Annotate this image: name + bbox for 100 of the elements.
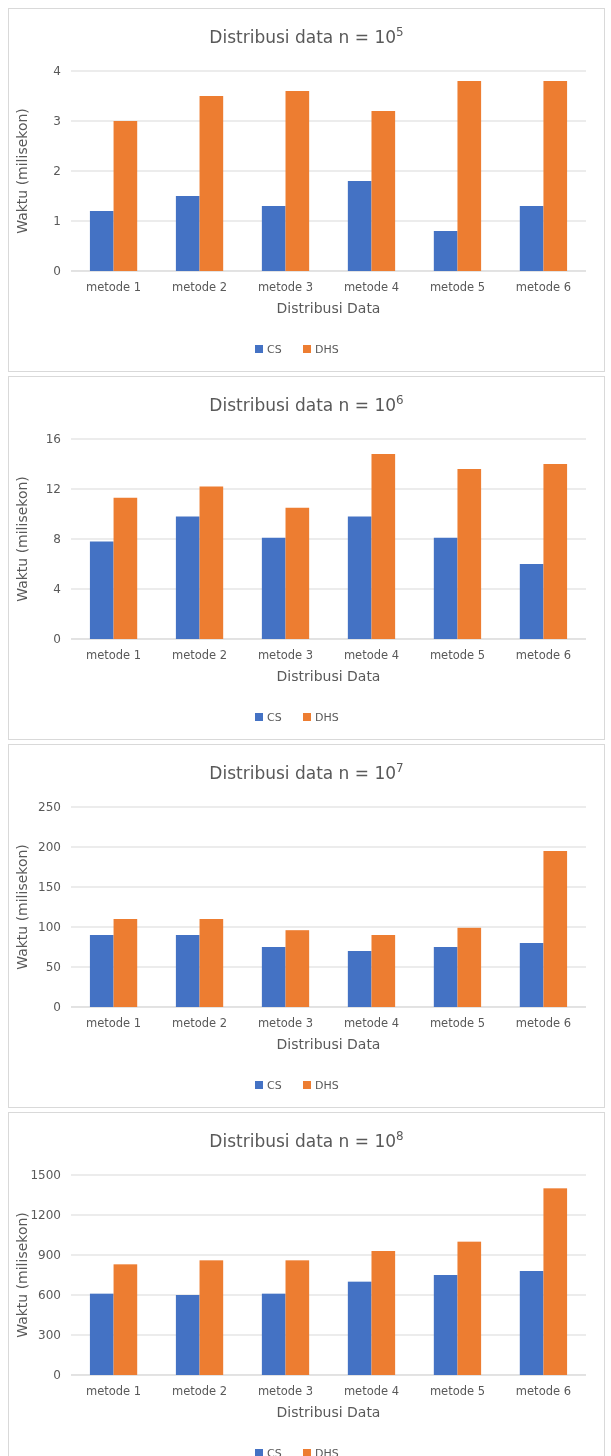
x-tick-label: metode 1 — [85, 280, 142, 294]
bar — [519, 1271, 544, 1375]
bar — [199, 486, 224, 639]
x-axis-title: Distribusi Data — [276, 1036, 381, 1052]
legend-label: DHS — [315, 1446, 339, 1456]
chart-title: Distribusi data n = 10$^{5}$ — [209, 25, 404, 47]
bar — [347, 181, 372, 271]
x-tick-label: metode 4 — [343, 280, 400, 294]
x-axis-title: Distribusi Data — [276, 668, 381, 684]
bar — [261, 537, 286, 639]
bar — [89, 541, 114, 639]
bar — [347, 516, 372, 639]
x-tick-label: metode 1 — [85, 648, 142, 662]
bar — [347, 951, 372, 1007]
x-tick-label: metode 4 — [343, 1016, 400, 1030]
y-tick-label: 600 — [38, 1288, 61, 1303]
bar — [175, 196, 200, 271]
y-tick-label: 2 — [53, 164, 61, 179]
bar — [457, 927, 482, 1007]
bar — [261, 206, 286, 271]
y-tick-label: 900 — [38, 1248, 61, 1263]
bar — [457, 1241, 482, 1375]
y-tick-label: 1 — [53, 214, 61, 229]
bar — [519, 206, 544, 271]
x-tick-label: metode 4 — [343, 1384, 400, 1398]
bar — [457, 81, 482, 271]
bar — [113, 497, 138, 639]
legend-label: CS — [267, 1078, 282, 1092]
y-axis-title: Waktu (milisekon) — [14, 844, 30, 970]
y-tick-label: 4 — [53, 64, 61, 79]
x-axis-title: Distribusi Data — [276, 300, 381, 316]
bar — [199, 919, 224, 1007]
x-tick-label: metode 5 — [429, 280, 486, 294]
legend-label: CS — [267, 342, 282, 356]
legend-label: CS — [267, 710, 282, 724]
y-tick-label: 0 — [53, 264, 61, 279]
bar — [113, 919, 138, 1007]
bar — [543, 851, 568, 1007]
chart-title: Distribusi data n = 10$^{7}$ — [209, 761, 404, 783]
y-tick-label: 1500 — [30, 1168, 61, 1183]
bar — [543, 1188, 568, 1375]
x-tick-label: metode 6 — [515, 1016, 572, 1030]
bar — [175, 935, 200, 1007]
x-tick-label: metode 6 — [515, 280, 572, 294]
bar — [89, 1293, 114, 1375]
legend-label: DHS — [315, 710, 339, 724]
x-tick-label: metode 3 — [257, 280, 314, 294]
bar — [285, 91, 310, 271]
x-tick-label: metode 6 — [515, 1384, 572, 1398]
legend-label: CS — [267, 1446, 282, 1456]
bar — [519, 564, 544, 639]
bar — [113, 1264, 138, 1375]
y-tick-label: 100 — [38, 920, 61, 935]
x-tick-label: metode 5 — [429, 648, 486, 662]
y-tick-label: 50 — [45, 960, 61, 975]
bar — [113, 121, 138, 271]
bar — [199, 96, 224, 271]
x-tick-label: metode 3 — [257, 1016, 314, 1030]
bar — [199, 1260, 224, 1375]
x-tick-label: metode 6 — [515, 648, 572, 662]
bar — [285, 930, 310, 1007]
bar — [89, 935, 114, 1007]
legend-label: DHS — [315, 1078, 339, 1092]
y-tick-label: 16 — [45, 432, 61, 447]
bar — [371, 935, 396, 1007]
bar — [433, 1275, 458, 1375]
y-tick-label: 300 — [38, 1328, 61, 1343]
y-tick-label: 12 — [45, 482, 61, 497]
x-tick-label: metode 5 — [429, 1016, 486, 1030]
y-tick-label: 0 — [53, 1000, 61, 1015]
bar — [433, 947, 458, 1007]
y-tick-label: 3 — [53, 114, 61, 129]
bar — [285, 1260, 310, 1375]
bar — [371, 454, 396, 639]
bar — [371, 111, 396, 271]
bar — [433, 231, 458, 271]
y-tick-label: 0 — [53, 632, 61, 647]
y-tick-label: 250 — [38, 800, 61, 815]
x-tick-label: metode 5 — [429, 1384, 486, 1398]
bar — [347, 1281, 372, 1375]
x-tick-label: metode 1 — [85, 1016, 142, 1030]
bar — [371, 1251, 396, 1375]
bar — [175, 516, 200, 639]
x-tick-label: metode 2 — [171, 1384, 228, 1398]
bar — [285, 507, 310, 639]
y-axis-title: Waktu (milisekon) — [14, 476, 30, 602]
bar — [261, 1293, 286, 1375]
bar — [457, 469, 482, 639]
chart-title: Distribusi data n = 10$^{6}$ — [209, 393, 404, 415]
bar — [175, 1295, 200, 1375]
x-tick-label: metode 2 — [171, 648, 228, 662]
x-axis-title: Distribusi Data — [276, 1404, 381, 1420]
y-tick-label: 4 — [53, 582, 61, 597]
bar — [519, 943, 544, 1007]
x-tick-label: metode 1 — [85, 1384, 142, 1398]
x-tick-label: metode 2 — [171, 280, 228, 294]
y-tick-label: 1200 — [30, 1208, 61, 1223]
y-axis-title: Waktu (milisekon) — [14, 1212, 30, 1338]
bar — [543, 81, 568, 271]
y-tick-label: 8 — [53, 532, 61, 547]
